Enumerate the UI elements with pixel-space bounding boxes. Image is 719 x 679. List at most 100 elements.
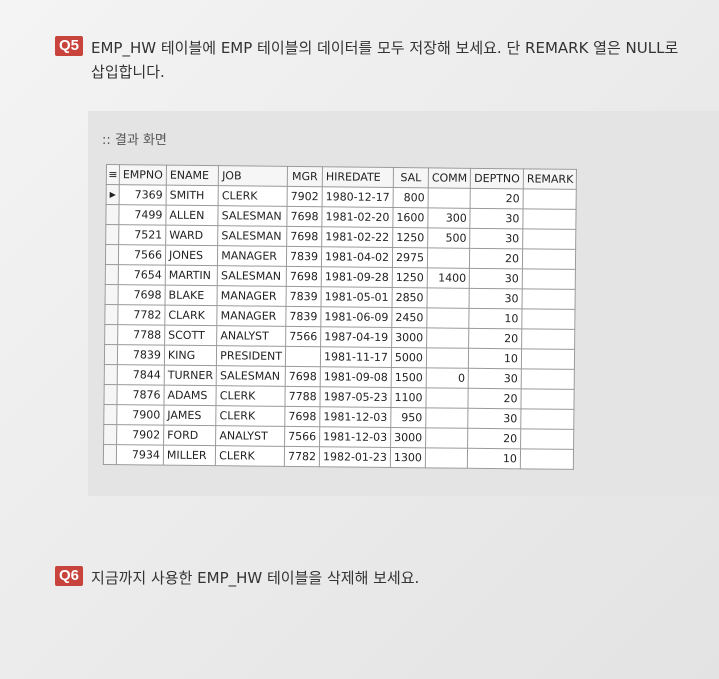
cell-remark[interactable] <box>520 388 575 410</box>
row-selector[interactable] <box>105 204 120 225</box>
cell-sal[interactable]: 1250 <box>392 227 428 248</box>
cell-job[interactable]: MANAGER <box>217 245 287 267</box>
cell-deptno[interactable]: 20 <box>468 328 522 349</box>
row-selector[interactable] <box>104 344 118 365</box>
cell-remark[interactable] <box>522 208 577 230</box>
cell-mgr[interactable]: 7839 <box>286 246 322 267</box>
cell-job[interactable]: SALESMAN <box>216 365 286 387</box>
cell-deptno[interactable]: 20 <box>470 188 524 209</box>
cell-comm[interactable]: 0 <box>426 367 469 389</box>
row-selector[interactable] <box>103 404 117 425</box>
cell-remark[interactable] <box>521 328 576 350</box>
cell-hiredate[interactable]: 1981-09-08 <box>320 366 392 388</box>
column-header-job[interactable]: JOB <box>218 165 288 187</box>
row-selector[interactable] <box>105 284 119 305</box>
column-header-mgr[interactable]: MGR <box>287 166 323 187</box>
cell-deptno[interactable]: 20 <box>467 428 521 449</box>
cell-comm[interactable] <box>428 187 471 209</box>
cell-hiredate[interactable]: 1981-02-20 <box>321 206 394 228</box>
cell-remark[interactable] <box>521 368 575 390</box>
cell-empno[interactable]: 7839 <box>117 344 165 366</box>
cell-mgr[interactable]: 7839 <box>285 306 322 327</box>
cell-mgr[interactable]: 7566 <box>285 326 321 347</box>
cell-mgr[interactable]: 7698 <box>286 266 322 287</box>
cell-deptno[interactable]: 30 <box>469 228 523 249</box>
cell-comm[interactable] <box>425 387 469 409</box>
cell-remark[interactable] <box>522 248 577 270</box>
cell-deptno[interactable]: 10 <box>467 448 521 469</box>
cell-comm[interactable] <box>425 407 469 429</box>
cell-hiredate[interactable]: 1981-12-03 <box>319 406 391 428</box>
cell-deptno[interactable]: 10 <box>469 308 522 329</box>
cell-empno[interactable]: 7521 <box>118 224 166 246</box>
cell-job[interactable]: PRESIDENT <box>216 345 286 367</box>
cell-deptno[interactable]: 30 <box>469 268 523 289</box>
cell-sal[interactable]: 2975 <box>392 247 428 268</box>
cell-sal[interactable]: 2450 <box>391 307 427 328</box>
cell-comm[interactable]: 1400 <box>427 267 470 289</box>
cell-sal[interactable]: 2850 <box>391 287 428 308</box>
cell-empno[interactable]: 7369 <box>119 184 167 206</box>
cell-deptno[interactable]: 30 <box>468 368 522 389</box>
cell-sal[interactable]: 5000 <box>391 347 427 368</box>
cell-mgr[interactable]: 7698 <box>284 406 321 427</box>
cell-empno[interactable]: 7934 <box>116 444 164 466</box>
cell-ename[interactable]: BLAKE <box>164 285 218 306</box>
cell-mgr[interactable] <box>285 346 321 367</box>
cell-empno[interactable]: 7566 <box>118 244 166 266</box>
cell-deptno[interactable]: 20 <box>469 248 523 269</box>
cell-ename[interactable]: FORD <box>163 425 216 446</box>
cell-remark[interactable] <box>520 428 575 450</box>
cell-empno[interactable]: 7499 <box>118 204 167 226</box>
cell-deptno[interactable]: 30 <box>469 288 523 309</box>
cell-hiredate[interactable]: 1981-12-03 <box>319 426 391 448</box>
cell-hiredate[interactable]: 1980-12-17 <box>322 186 394 208</box>
column-header-empno[interactable]: EMPNO <box>119 164 167 186</box>
cell-ename[interactable]: MARTIN <box>165 265 218 286</box>
cell-comm[interactable] <box>426 327 470 349</box>
cell-deptno[interactable]: 30 <box>468 408 521 429</box>
cell-remark[interactable] <box>520 448 574 470</box>
cell-empno[interactable]: 7876 <box>116 384 165 406</box>
cell-ename[interactable]: ADAMS <box>163 385 217 406</box>
cell-mgr[interactable]: 7698 <box>285 366 321 387</box>
cell-job[interactable]: CLERK <box>215 445 285 467</box>
cell-sal[interactable]: 1100 <box>390 387 427 408</box>
cell-ename[interactable]: MILLER <box>163 445 216 466</box>
cell-mgr[interactable]: 7566 <box>284 426 320 447</box>
row-selector[interactable] <box>103 384 118 405</box>
cell-mgr[interactable]: 7698 <box>286 206 323 227</box>
column-header-remark[interactable]: REMARK <box>523 168 577 190</box>
cell-comm[interactable] <box>426 307 470 329</box>
cell-remark[interactable] <box>522 268 576 290</box>
cell-deptno[interactable]: 30 <box>470 208 524 229</box>
cell-ename[interactable]: ALLEN <box>165 205 219 226</box>
cell-comm[interactable] <box>425 447 468 469</box>
cell-comm[interactable] <box>426 347 469 369</box>
cell-job[interactable]: SALESMAN <box>218 205 288 227</box>
cell-mgr[interactable]: 7782 <box>284 446 320 467</box>
grid-menu-icon[interactable]: ≡ <box>106 164 120 185</box>
cell-deptno[interactable]: 10 <box>468 348 522 369</box>
row-selector[interactable] <box>105 224 119 245</box>
row-selector[interactable] <box>105 244 119 265</box>
row-selector[interactable] <box>104 324 118 345</box>
cell-sal[interactable]: 1300 <box>390 447 426 468</box>
cell-ename[interactable]: JAMES <box>163 405 217 426</box>
cell-remark[interactable] <box>520 408 575 430</box>
cell-comm[interactable]: 300 <box>427 207 471 229</box>
cell-sal[interactable]: 1500 <box>391 367 427 388</box>
cell-sal[interactable]: 3000 <box>391 327 427 348</box>
cell-empno[interactable]: 7900 <box>116 404 164 426</box>
cell-job[interactable]: SALESMAN <box>217 265 287 287</box>
cell-remark[interactable] <box>521 288 576 310</box>
cell-job[interactable]: CLERK <box>218 185 288 207</box>
cell-ename[interactable]: CLARK <box>164 305 218 326</box>
cell-hiredate[interactable]: 1981-06-09 <box>320 306 392 328</box>
row-selector[interactable] <box>104 364 118 385</box>
cell-deptno[interactable]: 20 <box>468 388 522 409</box>
cell-hiredate[interactable]: 1982-01-23 <box>319 446 391 468</box>
table-row[interactable]: 7934 MILLER CLERK 7782 1982-01-23 1300 10 <box>103 444 574 470</box>
cell-hiredate[interactable]: 1981-05-01 <box>321 286 393 308</box>
cell-mgr[interactable]: 7902 <box>287 186 323 207</box>
